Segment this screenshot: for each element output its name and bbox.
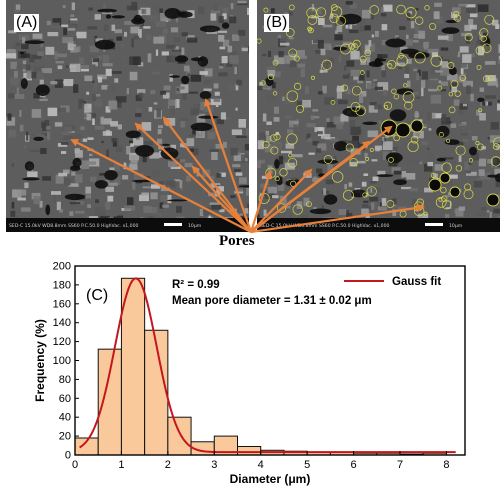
x-tick-label: 6 (351, 459, 357, 471)
pore-arrow (70, 139, 252, 233)
x-tick-label: 4 (258, 459, 264, 471)
pores-arrows (70, 98, 425, 234)
sem-info-b: SED-C 15.0kV WD8.8mm SS60 P.C.50.0 HighV… (260, 224, 390, 229)
mean-annotation: Mean pore diameter = 1.31 ± 0.02 μm (172, 295, 372, 307)
pore-arrow (191, 165, 252, 233)
panel-label-b: (B) (264, 14, 290, 32)
y-tick-label: 120 (53, 336, 71, 348)
x-axis-label: Diameter (μm) (230, 472, 311, 486)
scale-label-a: 10μm (188, 224, 202, 229)
y-tick-label: 180 (53, 279, 71, 291)
y-tick-label: 0 (65, 450, 71, 462)
y-tick-label: 80 (59, 374, 71, 386)
histogram-bar (167, 416, 192, 456)
sem-image-a: SED-C 15.0kV WD8.8mm SS60 P.C.50.0 HighV… (6, 0, 249, 232)
pores-label: Pores (219, 233, 255, 249)
pore-arrow (162, 116, 252, 233)
x-tick-label: 1 (118, 459, 124, 471)
pore-arrow (249, 170, 273, 233)
y-tick-label: 160 (53, 298, 71, 310)
pore-arrow (134, 122, 252, 233)
y-tick-label: 140 (53, 317, 71, 329)
sem-info-bar-a (6, 218, 249, 232)
y-axis-label: Frequency (%) (33, 319, 47, 402)
x-tick-label: 8 (443, 459, 449, 471)
sem-texture-a (6, 0, 249, 232)
histogram-chart: 0 20 40 60 80 100 120 140 160 180 200 0 1 2 3 4 5 6 7 8 Diam… (33, 261, 466, 486)
gauss-fit-line (79, 277, 456, 454)
x-tick-label: 7 (397, 459, 403, 471)
scale-label-b: 10μm (449, 224, 463, 229)
y-tick-label: 100 (53, 355, 71, 367)
y-tick-label: 60 (59, 393, 71, 405)
y-tick-label: 200 (53, 261, 71, 273)
panel-label-c: (C) (86, 287, 108, 304)
panel-label-a: (A) (14, 14, 40, 32)
x-tick-label: 5 (304, 459, 310, 471)
pore-arrow (250, 203, 425, 234)
y-tick-label: 20 (59, 431, 71, 443)
scale-bar-a (164, 223, 182, 226)
legend-label: Gauss fit (392, 276, 441, 288)
pore-arrow (250, 168, 313, 233)
pore-arrow (250, 125, 393, 233)
y-tick-label: 40 (59, 412, 71, 424)
pore-arrow (204, 98, 253, 233)
x-tick-label: 2 (165, 459, 171, 471)
x-tick-label: 3 (211, 459, 217, 471)
r2-annotation: R² = 0.99 (172, 279, 220, 291)
scale-bar-b (425, 223, 443, 226)
x-tick-label: 0 (72, 459, 78, 471)
histogram-bar (237, 445, 262, 456)
sem-info-a: SED-C 15.0kV WD8.8mm SS60 P.C.50.0 HighV… (9, 224, 139, 229)
histogram-bar (120, 277, 146, 456)
histogram-bar (97, 348, 122, 456)
